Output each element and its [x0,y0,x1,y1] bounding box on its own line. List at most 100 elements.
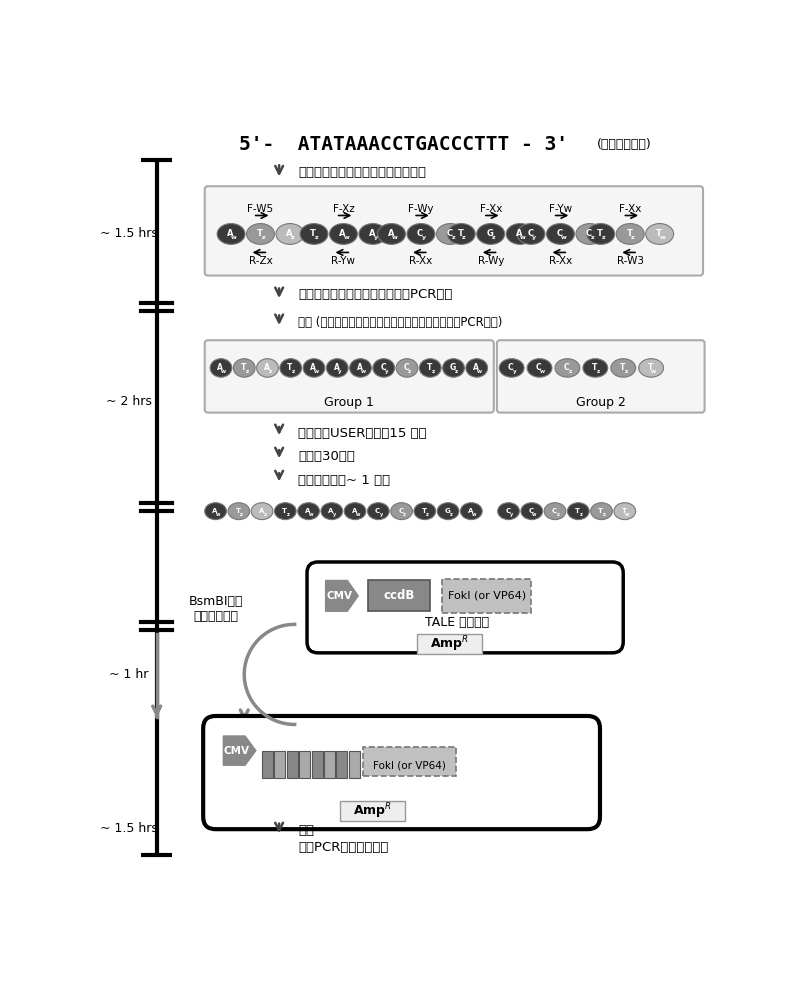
Text: z: z [269,369,272,374]
Text: w: w [533,512,537,517]
Text: z: z [292,369,295,374]
Text: 转化: 转化 [299,824,315,837]
Ellipse shape [498,503,520,520]
Polygon shape [224,736,256,765]
Text: F-Xz: F-Xz [332,204,354,214]
Text: FokI (or VP64): FokI (or VP64) [373,760,445,770]
Text: z: z [631,235,635,240]
Text: y: y [512,369,516,374]
Text: z: z [449,512,452,517]
Text: w: w [540,369,545,374]
Ellipse shape [517,224,545,244]
Text: z: z [454,369,458,374]
Text: C: C [505,508,510,514]
Text: w: w [231,235,236,240]
Text: CMV: CMV [224,746,249,756]
Ellipse shape [617,224,644,244]
Text: z: z [556,512,559,517]
Text: C: C [446,229,453,238]
Text: z: z [579,512,583,517]
Ellipse shape [396,359,418,377]
Text: A: A [473,363,479,372]
Text: A: A [357,363,362,372]
Ellipse shape [349,359,371,377]
FancyBboxPatch shape [312,751,323,778]
Text: A: A [212,508,218,514]
Text: A: A [352,508,357,514]
FancyBboxPatch shape [205,186,703,276]
Text: A: A [258,508,264,514]
Text: y: y [510,512,512,517]
Ellipse shape [326,359,348,377]
Text: BsmBI酶切
和酶连接循环: BsmBI酶切 和酶连接循环 [188,595,243,623]
Ellipse shape [555,359,579,377]
Ellipse shape [321,503,343,520]
Text: z: z [591,235,595,240]
Text: y: y [421,235,426,240]
Ellipse shape [303,359,325,377]
Text: T: T [458,229,463,238]
Text: ~ 1.5 hrs: ~ 1.5 hrs [100,822,157,835]
Ellipse shape [300,224,328,244]
Text: w: w [391,235,397,240]
Text: 连接，30分钟: 连接，30分钟 [299,450,355,463]
Text: T: T [620,363,625,372]
FancyBboxPatch shape [337,751,347,778]
Text: ~ 2 hrs: ~ 2 hrs [106,395,152,408]
Text: y: y [333,512,336,517]
Text: z: z [603,512,606,517]
Text: TALE 克隆载体: TALE 克隆载体 [425,616,489,629]
Text: C: C [586,229,592,238]
Text: y: y [532,235,536,240]
Ellipse shape [391,503,412,520]
Text: Amp$^R$: Amp$^R$ [430,635,469,654]
Text: w: w [651,369,656,374]
Text: ~ 1 hr: ~ 1 hr [109,668,148,681]
Text: z: z [240,512,243,517]
Polygon shape [326,580,358,611]
FancyBboxPatch shape [363,747,456,776]
Text: z: z [462,235,466,240]
Ellipse shape [646,224,674,244]
Ellipse shape [257,359,278,377]
Ellipse shape [466,359,487,377]
Text: T: T [421,508,427,514]
Text: z: z [625,369,628,374]
FancyBboxPatch shape [349,751,360,778]
Text: (目的基因序列): (目的基因序列) [597,138,651,151]
Text: 在分组中USER酶切，15 分钟: 在分组中USER酶切，15 分钟 [299,427,427,440]
Text: R-Wy: R-Wy [478,256,504,266]
Text: z: z [568,369,572,374]
Text: T: T [598,508,604,514]
Text: w: w [221,369,226,374]
Text: R-Zx: R-Zx [249,256,273,266]
Text: y: y [338,369,342,374]
Text: y: y [379,512,383,517]
Text: z: z [403,512,406,517]
Ellipse shape [583,359,608,377]
Text: z: z [431,369,435,374]
Text: w: w [343,235,349,240]
Text: CMV: CMV [327,591,353,601]
Ellipse shape [251,503,273,520]
Text: y: y [374,235,378,240]
FancyBboxPatch shape [262,751,273,778]
Text: 选择引物和模板（从预组装三体中）: 选择引物和模板（从预组装三体中） [299,166,427,179]
Text: w: w [477,369,482,374]
Text: w: w [356,512,360,517]
FancyBboxPatch shape [442,579,531,613]
Text: w: w [314,369,320,374]
Ellipse shape [614,503,636,520]
Text: R-Xx: R-Xx [409,256,433,266]
Text: C: C [404,363,409,372]
Ellipse shape [298,503,320,520]
Text: T: T [257,229,263,238]
FancyBboxPatch shape [340,801,404,821]
Text: Amp$^R$: Amp$^R$ [353,802,391,821]
Ellipse shape [228,503,249,520]
Ellipse shape [378,224,405,244]
Text: F-W5: F-W5 [248,204,274,214]
Text: z: z [263,512,266,517]
Ellipse shape [373,359,395,377]
Text: F-Xx: F-Xx [619,204,642,214]
